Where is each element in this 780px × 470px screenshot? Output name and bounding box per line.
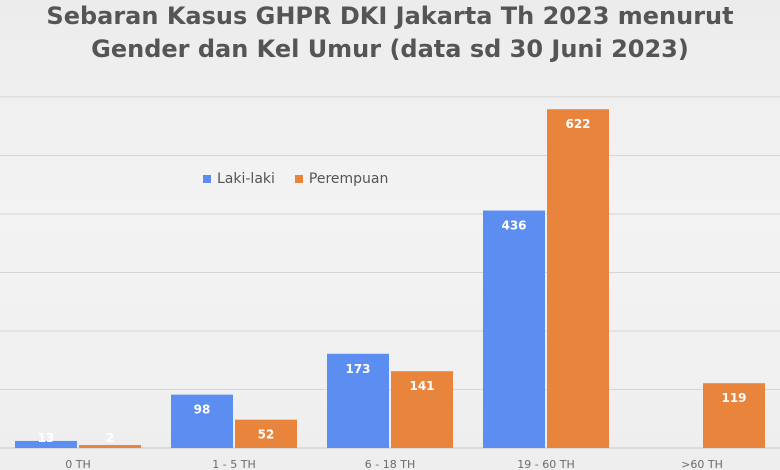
chart-title-line-2: Gender dan Kel Umur (data sd 30 Juni 202… <box>91 35 689 63</box>
chart-title: Sebaran Kasus GHPR DKI Jakarta Th 2023 m… <box>0 0 780 66</box>
bar-perempuan-2 <box>391 371 453 448</box>
legend-item-laki-laki: Laki-laki <box>203 171 275 187</box>
chart-legend: Laki-laki Perempuan <box>203 171 388 187</box>
legend-item-perempuan: Perempuan <box>294 171 389 187</box>
data-label: 98 <box>194 403 211 417</box>
data-label: 52 <box>258 428 275 442</box>
bar-laki-laki-0 <box>15 440 77 448</box>
legend-swatch-laki-laki <box>203 175 211 183</box>
bar-laki-laki-2 <box>327 353 389 448</box>
x-tick-label: 6 - 18 TH <box>365 458 415 470</box>
data-label: 13 <box>38 431 55 445</box>
data-label: 622 <box>565 117 590 131</box>
legend-swatch-perempuan <box>294 175 303 183</box>
x-tick-label: 19 - 60 TH <box>517 458 574 470</box>
x-tick-label: >60 TH <box>681 458 723 470</box>
bar-laki-laki-1 <box>171 394 233 448</box>
legend-label-perempuan: Perempuan <box>308 171 389 187</box>
data-label: 436 <box>501 219 526 233</box>
bar-perempuan-3 <box>547 109 609 448</box>
data-label: 119 <box>721 391 746 405</box>
data-label: 173 <box>345 362 370 376</box>
data-label: 2 <box>106 431 114 445</box>
bar-laki-laki-3 <box>483 210 545 448</box>
legend-label-laki-laki: Laki-laki <box>217 171 275 187</box>
x-tick-label: 1 - 5 TH <box>212 458 255 470</box>
bar-perempuan-4 <box>703 383 765 448</box>
x-tick-label: 0 TH <box>65 458 91 470</box>
chart-title-line-1: Sebaran Kasus GHPR DKI Jakarta Th 2023 m… <box>46 2 734 30</box>
bar-perempuan-1 <box>235 419 297 448</box>
data-label: 141 <box>409 379 434 393</box>
bar-perempuan-0 <box>79 445 141 448</box>
